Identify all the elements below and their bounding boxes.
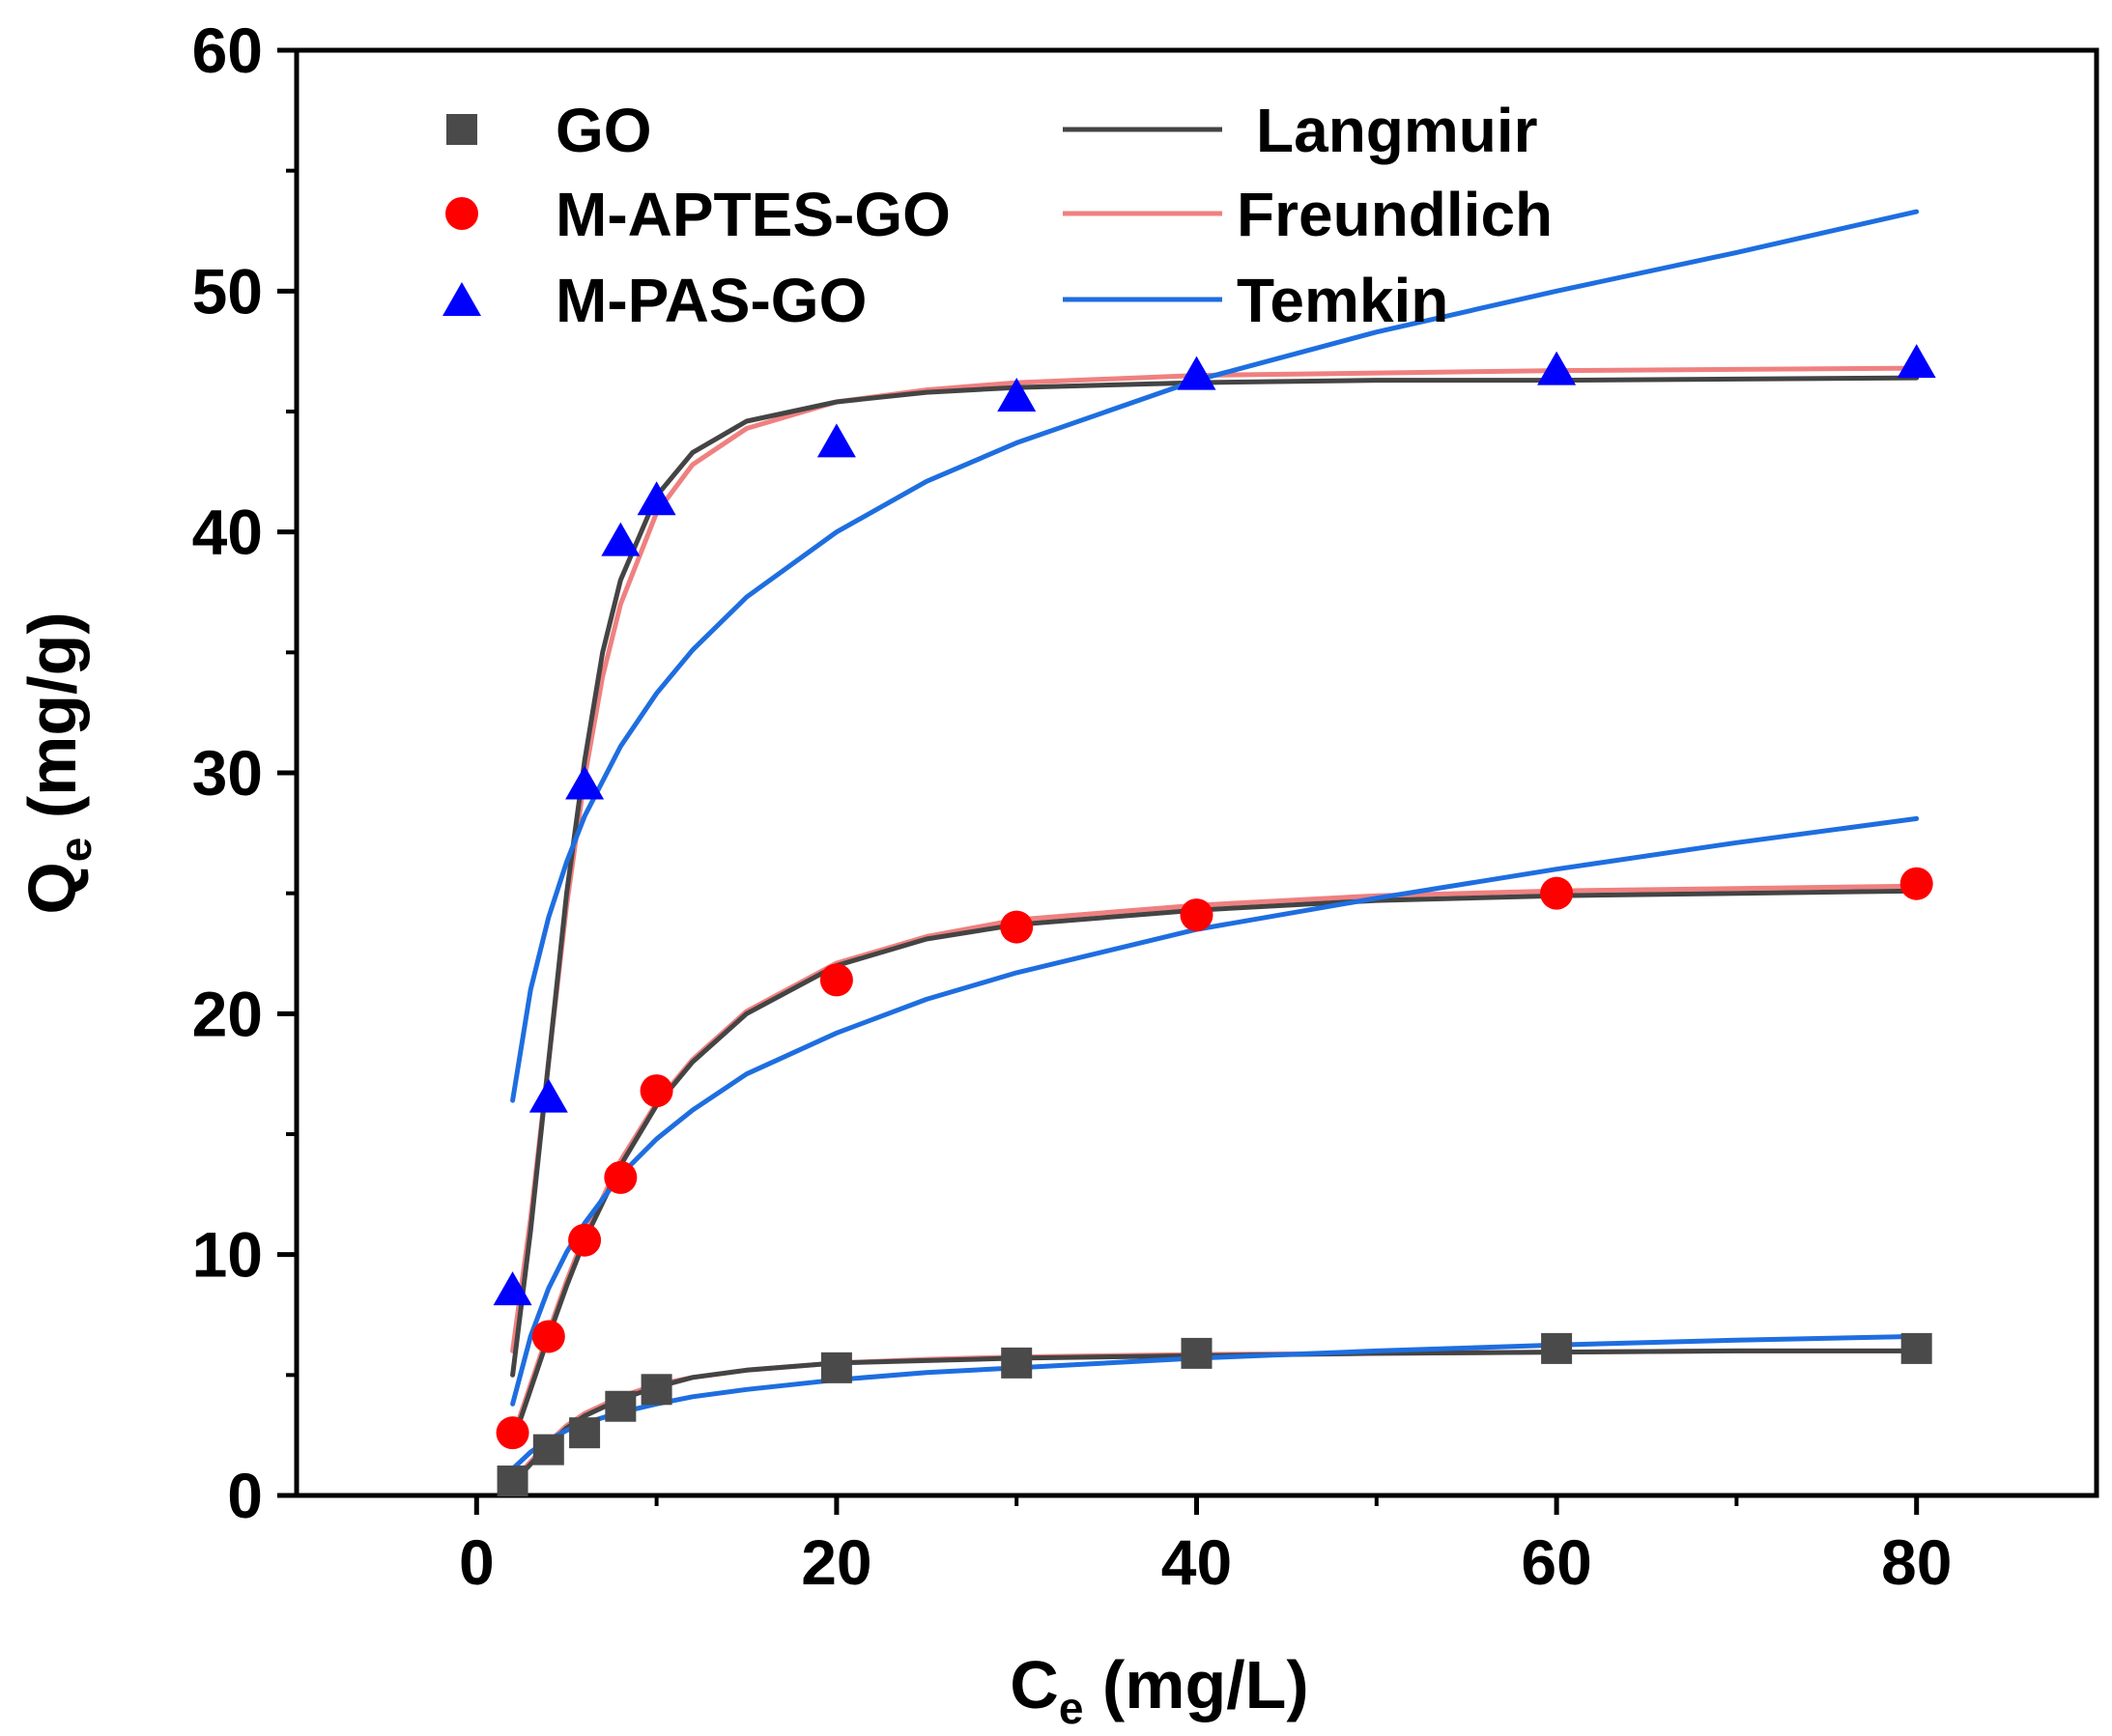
legend-go-label: GO — [556, 96, 652, 165]
y-tick-label: 0 — [227, 1460, 263, 1531]
go-point — [605, 1390, 637, 1422]
go-point — [641, 1374, 672, 1406]
m-pas-go-point — [637, 481, 676, 516]
m-pas-go-point — [816, 423, 856, 458]
m-aptes-go-point — [1899, 867, 1933, 900]
langmuir-fit-curve — [510, 1348, 1920, 1486]
m-pas-go-point — [1897, 344, 1936, 379]
m-pas-go-point — [1177, 356, 1216, 390]
langmuir-fit-curve — [510, 375, 1920, 1378]
x-axis-title: Ce (mg/L) — [1010, 1647, 1308, 1733]
m-aptes-go-point — [531, 1320, 565, 1353]
fit-curves — [510, 209, 1920, 1486]
freundlich-fit-curve — [510, 1348, 1920, 1484]
y-tick-label: 20 — [192, 978, 263, 1049]
m-aptes-go-point — [604, 1160, 638, 1194]
legend: GO M-APTES-GO M-PAS-GO Langmuir Freundli… — [442, 96, 1553, 335]
y-tick-label: 60 — [192, 14, 263, 86]
go-point — [1001, 1347, 1033, 1379]
y-tick-label: 30 — [192, 737, 263, 809]
legend-mpas-marker — [442, 282, 481, 316]
m-aptes-go-point — [496, 1416, 529, 1450]
legend-go-marker — [446, 114, 477, 145]
m-aptes-go-point — [1540, 876, 1574, 910]
freundlich-fit-curve — [510, 365, 1920, 1353]
temkin-fit-curve — [510, 1333, 1920, 1472]
y-tick-label: 10 — [192, 1219, 263, 1291]
y-tick-label: 50 — [192, 255, 263, 327]
m-pas-go-point — [601, 522, 641, 556]
m-pas-go-point — [997, 378, 1037, 413]
m-pas-go-point — [528, 1078, 568, 1113]
go-point — [569, 1417, 601, 1449]
legend-freundlich-label: Freundlich — [1237, 180, 1553, 249]
m-aptes-go-point — [1000, 910, 1034, 944]
go-point — [532, 1434, 564, 1466]
y-axis-title: Qe (mg/g) — [14, 612, 100, 914]
go-point — [1181, 1337, 1213, 1369]
go-point — [820, 1352, 852, 1383]
temkin-fit-curve — [510, 815, 1920, 1407]
legend-mpas-label: M-PAS-GO — [556, 266, 867, 335]
legend-maptes-marker — [445, 197, 478, 230]
legend-langmuir-label: Langmuir — [1256, 96, 1538, 165]
axis-ticks: 0 20 40 60 80 0 10 20 30 40 50 60 — [192, 14, 1953, 1598]
m-pas-go-point — [565, 765, 605, 800]
y-tick-label: 40 — [192, 497, 263, 568]
x-tick-label: 60 — [1521, 1526, 1591, 1598]
legend-maptes-label: M-APTES-GO — [556, 180, 951, 249]
m-aptes-go-point — [819, 963, 853, 997]
x-tick-label: 40 — [1161, 1526, 1232, 1598]
go-point — [1900, 1332, 1932, 1364]
temkin-fit-curve — [510, 209, 1920, 1103]
m-aptes-go-point — [1180, 898, 1213, 932]
m-aptes-go-point — [568, 1223, 602, 1257]
x-tick-label: 80 — [1881, 1526, 1952, 1598]
legend-temkin-label: Temkin — [1237, 266, 1448, 335]
x-tick-label: 20 — [801, 1526, 871, 1598]
go-point — [497, 1466, 528, 1497]
m-pas-go-point — [1537, 351, 1577, 385]
m-aptes-go-point — [640, 1074, 673, 1108]
x-tick-label: 0 — [459, 1526, 495, 1598]
go-point — [1541, 1332, 1573, 1364]
data-markers — [493, 344, 1936, 1497]
langmuir-fit-curve — [510, 888, 1920, 1445]
m-pas-go-point — [493, 1271, 532, 1306]
